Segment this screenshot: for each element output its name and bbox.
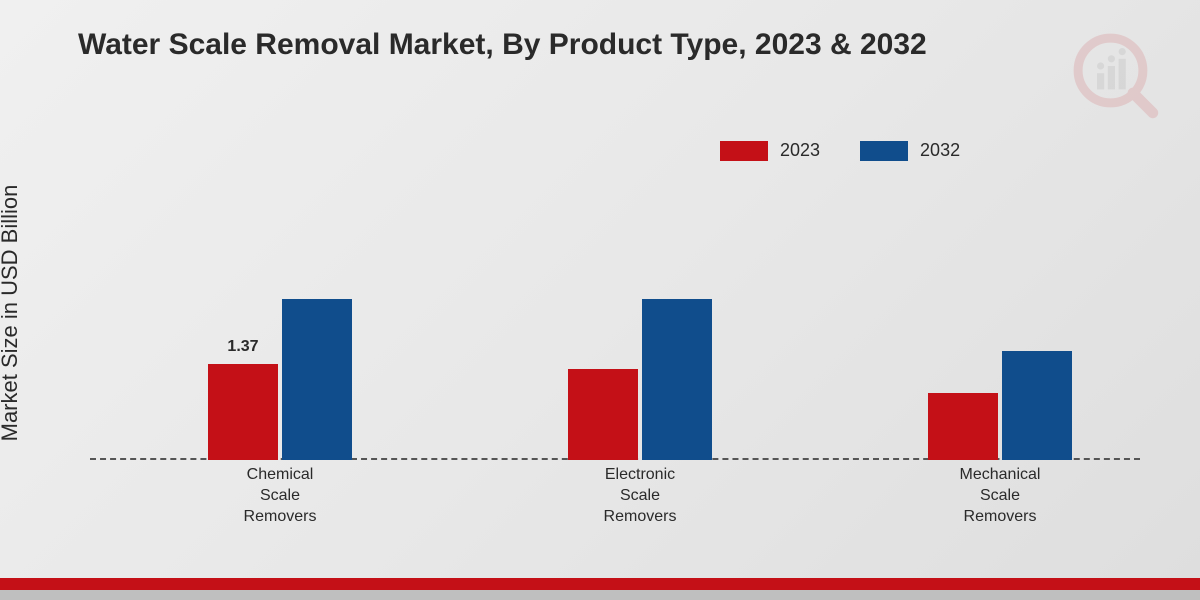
x-axis-labels: Chemical Scale Removers Electronic Scale… [90, 465, 1140, 545]
legend: 2023 2032 [720, 140, 960, 161]
footer-grey-stripe [0, 590, 1200, 600]
x-label-1: Electronic Scale Removers [540, 465, 740, 527]
chart-title: Water Scale Removal Market, By Product T… [78, 28, 927, 62]
legend-item-2023: 2023 [720, 140, 820, 161]
bar-value-label: 1.37 [227, 338, 258, 356]
footer-red-stripe [0, 578, 1200, 590]
bar-group-0: 1.37 [180, 299, 380, 460]
y-axis-label: Market Size in USD Billion [0, 185, 23, 442]
legend-item-2032: 2032 [860, 140, 960, 161]
bar-2023-electronic [568, 369, 638, 460]
legend-swatch-2023 [720, 141, 768, 161]
bar-group-1 [540, 299, 740, 460]
bar-2032-electronic [642, 299, 712, 460]
legend-label-2023: 2023 [780, 140, 820, 161]
bar-2023-mechanical [928, 393, 998, 460]
bar-2032-chemical [282, 299, 352, 460]
bar-group-2 [900, 351, 1100, 460]
chart-plot-area: 1.37 [90, 180, 1140, 460]
x-label-0: Chemical Scale Removers [180, 465, 380, 527]
bar-2023-chemical: 1.37 [208, 364, 278, 460]
footer-bar [0, 578, 1200, 600]
watermark-logo-icon [1070, 30, 1160, 120]
legend-label-2032: 2032 [920, 140, 960, 161]
bar-2032-mechanical [1002, 351, 1072, 460]
x-label-2: Mechanical Scale Removers [900, 465, 1100, 527]
legend-swatch-2032 [860, 141, 908, 161]
